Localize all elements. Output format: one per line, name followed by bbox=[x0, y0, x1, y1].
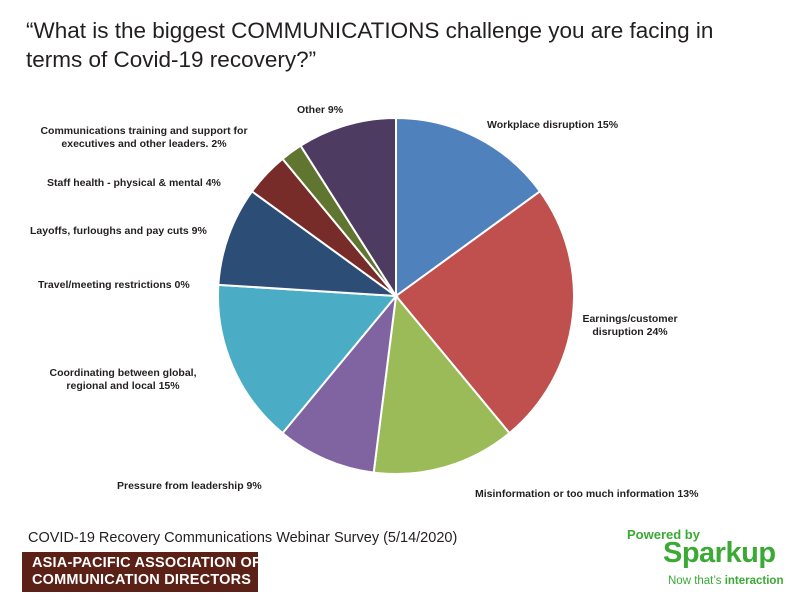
tagline-prefix: Now that’s bbox=[668, 575, 725, 587]
slice-label: Misinformation or too much information 1… bbox=[475, 488, 699, 500]
slice-label: Travel/meeting restrictions 0% bbox=[38, 279, 190, 291]
tagline-bold: interaction bbox=[724, 575, 784, 587]
slice-label: Communications training and support for e… bbox=[40, 125, 247, 150]
pie-slice bbox=[299, 116, 397, 300]
pie-slice bbox=[217, 189, 400, 298]
pie-slice bbox=[395, 116, 542, 298]
slice-label: Coordinating between global, regional and… bbox=[50, 367, 197, 392]
apacd-logo: ASIA-PACIFIC ASSOCIATION OF COMMUNICATIO… bbox=[22, 552, 262, 592]
slice-label: Other 9% bbox=[297, 104, 344, 116]
sparkup-tagline: Now that’s interaction bbox=[668, 575, 783, 587]
apacd-logo-line2: COMMUNICATION DIRECTORS bbox=[32, 572, 252, 588]
pie-slice bbox=[281, 292, 398, 474]
survey-source: COVID-19 Recovery Communications Webinar… bbox=[28, 530, 458, 546]
slice-label: Staff health - physical & mental 4% bbox=[47, 177, 222, 189]
pie-slice bbox=[372, 293, 511, 475]
slice-label: Pressure from leadership 9% bbox=[117, 480, 262, 492]
slice-label: Layoffs, furloughs and pay cuts 9% bbox=[30, 225, 207, 237]
apacd-logo-line1: ASIA-PACIFIC ASSOCIATION OF bbox=[32, 555, 262, 571]
slice-label: Earnings/customer disruption 24% bbox=[582, 313, 677, 338]
pie-chart: Workplace disruption 15% Earnings/custome… bbox=[30, 104, 699, 500]
sparkup-logo: Sparkup bbox=[663, 537, 776, 569]
chart-title: “What is the biggest COMMUNICATIONS chal… bbox=[26, 18, 714, 72]
powered-by-label: Powered by bbox=[627, 527, 700, 542]
pie-slice bbox=[394, 189, 575, 435]
slice-label: Workplace disruption 15% bbox=[487, 119, 619, 131]
pie-slice bbox=[217, 283, 399, 435]
